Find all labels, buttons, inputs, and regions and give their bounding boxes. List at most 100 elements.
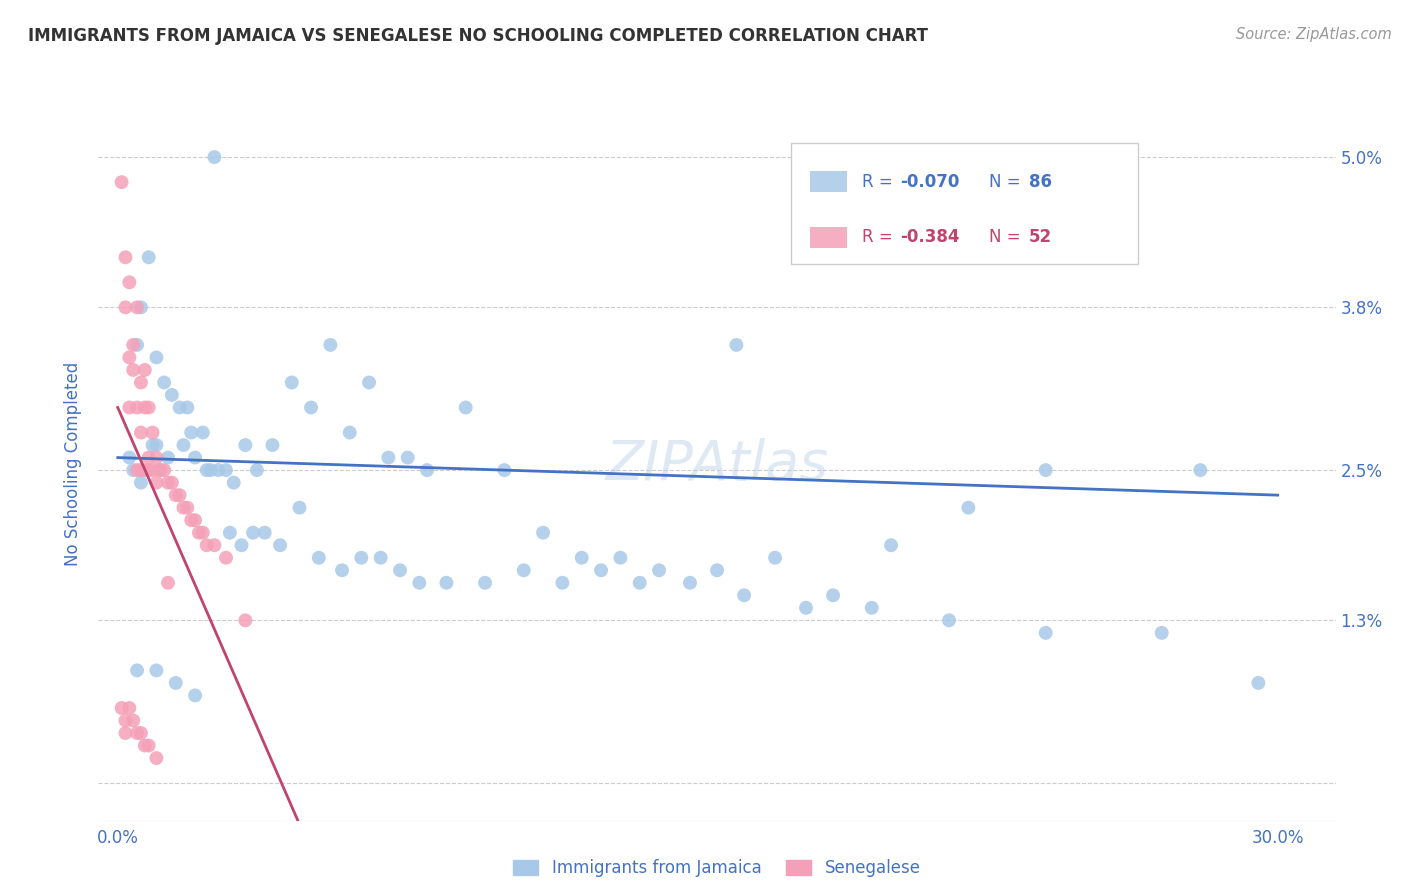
Point — [388, 563, 412, 577]
Point — [138, 739, 160, 753]
Point — [474, 575, 496, 590]
Point — [242, 525, 264, 540]
Point — [359, 376, 381, 390]
Point — [145, 438, 167, 452]
Point — [454, 401, 477, 415]
Text: Source: ZipAtlas.com: Source: ZipAtlas.com — [1236, 27, 1392, 42]
Point — [591, 563, 613, 577]
Point — [111, 175, 134, 189]
Point — [118, 450, 141, 465]
FancyBboxPatch shape — [810, 227, 846, 248]
Point — [191, 425, 214, 440]
Point — [129, 301, 152, 315]
Point — [339, 425, 361, 440]
Point — [127, 726, 149, 740]
Point — [1189, 463, 1212, 477]
Point — [195, 538, 218, 552]
Point — [114, 714, 136, 728]
Point — [235, 438, 257, 452]
Point — [145, 450, 167, 465]
Point — [246, 463, 269, 477]
Point — [319, 338, 342, 352]
Point — [370, 550, 392, 565]
Point — [114, 726, 136, 740]
Point — [215, 550, 238, 565]
Point — [436, 575, 458, 590]
Point — [122, 363, 145, 377]
Point — [706, 563, 728, 577]
Point — [160, 388, 183, 402]
Point — [114, 301, 136, 315]
Point — [184, 450, 207, 465]
Point — [763, 550, 786, 565]
Point — [160, 475, 183, 490]
Point — [609, 550, 631, 565]
Point — [138, 463, 160, 477]
Text: R =: R = — [862, 228, 898, 246]
Point — [127, 401, 149, 415]
Point — [129, 376, 152, 390]
Point — [1035, 625, 1057, 640]
Point — [1247, 676, 1270, 690]
Point — [377, 450, 399, 465]
Text: N =: N = — [990, 172, 1026, 191]
Point — [118, 275, 141, 289]
Point — [141, 425, 165, 440]
Point — [149, 463, 172, 477]
Point — [134, 363, 156, 377]
Point — [679, 575, 702, 590]
Point — [269, 538, 291, 552]
Point — [860, 600, 883, 615]
Point — [222, 475, 245, 490]
Point — [330, 563, 353, 577]
Point — [188, 525, 211, 540]
Point — [157, 575, 180, 590]
Point — [138, 450, 160, 465]
Point — [288, 500, 311, 515]
Point — [118, 701, 141, 715]
Point — [880, 538, 903, 552]
Point — [141, 438, 165, 452]
Point — [149, 463, 172, 477]
Point — [235, 613, 257, 627]
Point — [145, 751, 167, 765]
Y-axis label: No Schooling Completed: No Schooling Completed — [65, 362, 83, 566]
Point — [494, 463, 516, 477]
Point — [165, 676, 187, 690]
Text: -0.384: -0.384 — [900, 228, 960, 246]
Text: 52: 52 — [1029, 228, 1052, 246]
Point — [957, 500, 980, 515]
Point — [180, 425, 202, 440]
Point — [176, 500, 198, 515]
Point — [299, 401, 322, 415]
Text: IMMIGRANTS FROM JAMAICA VS SENEGALESE NO SCHOOLING COMPLETED CORRELATION CHART: IMMIGRANTS FROM JAMAICA VS SENEGALESE NO… — [28, 27, 928, 45]
Point — [938, 613, 960, 627]
Point — [262, 438, 284, 452]
Text: N =: N = — [990, 228, 1026, 246]
Point — [134, 463, 156, 477]
Point — [138, 401, 160, 415]
Point — [173, 438, 195, 452]
Text: ZIPAtlas: ZIPAtlas — [606, 437, 828, 491]
Point — [111, 701, 134, 715]
Point — [169, 488, 191, 502]
Point — [141, 463, 165, 477]
Point — [184, 513, 207, 527]
Point — [122, 714, 145, 728]
Text: R =: R = — [862, 172, 898, 191]
Point — [129, 463, 152, 477]
Point — [157, 450, 180, 465]
Point — [184, 689, 207, 703]
Point — [129, 726, 152, 740]
Point — [253, 525, 276, 540]
Point — [281, 376, 304, 390]
Point — [127, 301, 149, 315]
Point — [531, 525, 554, 540]
Point — [648, 563, 671, 577]
Point — [200, 463, 222, 477]
Point — [195, 463, 218, 477]
Point — [733, 588, 755, 602]
Point — [145, 664, 167, 678]
FancyBboxPatch shape — [792, 143, 1137, 264]
Point — [408, 575, 430, 590]
